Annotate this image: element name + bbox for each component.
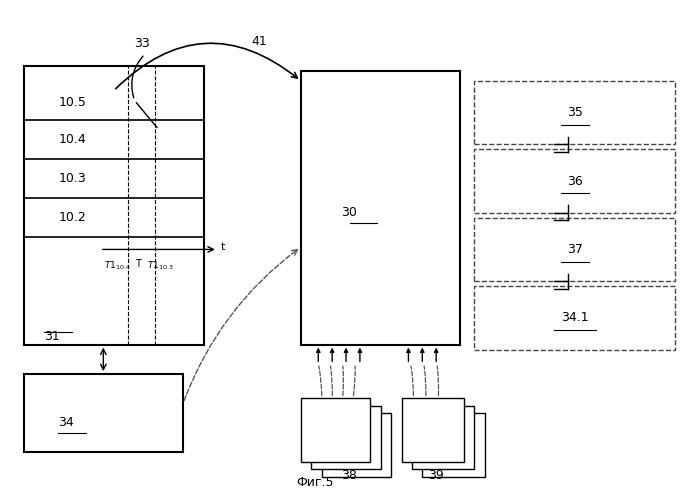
Text: $T1_{10.4}$: $T1_{10.4}$ (103, 259, 131, 272)
Text: 35: 35 (567, 106, 583, 119)
FancyBboxPatch shape (475, 149, 675, 213)
Text: 10.3: 10.3 (58, 172, 86, 185)
FancyBboxPatch shape (24, 374, 183, 452)
Text: T: T (135, 259, 141, 269)
Text: 36: 36 (567, 174, 583, 188)
FancyBboxPatch shape (401, 399, 464, 462)
FancyBboxPatch shape (475, 286, 675, 350)
FancyBboxPatch shape (24, 66, 204, 345)
Text: 41: 41 (252, 36, 267, 48)
FancyBboxPatch shape (311, 406, 381, 469)
Text: 31: 31 (44, 330, 60, 343)
Text: t: t (221, 242, 226, 252)
Text: 30: 30 (342, 206, 357, 219)
FancyBboxPatch shape (475, 81, 675, 144)
Text: $T1_{10.3}$: $T1_{10.3}$ (147, 259, 174, 272)
Text: 10.5: 10.5 (58, 96, 86, 109)
FancyBboxPatch shape (412, 406, 475, 469)
FancyBboxPatch shape (475, 218, 675, 281)
Text: Фиг.5: Фиг.5 (296, 476, 333, 489)
Text: 39: 39 (428, 469, 444, 482)
Text: 10.2: 10.2 (58, 211, 86, 224)
Text: 33: 33 (134, 37, 150, 50)
FancyBboxPatch shape (301, 399, 370, 462)
Text: 34.1: 34.1 (561, 311, 589, 325)
FancyBboxPatch shape (301, 71, 461, 345)
Text: 34: 34 (58, 416, 74, 429)
FancyBboxPatch shape (322, 413, 391, 477)
Text: 38: 38 (342, 469, 357, 482)
Text: 37: 37 (567, 243, 583, 256)
Text: 10.4: 10.4 (58, 133, 86, 146)
FancyBboxPatch shape (422, 413, 484, 477)
